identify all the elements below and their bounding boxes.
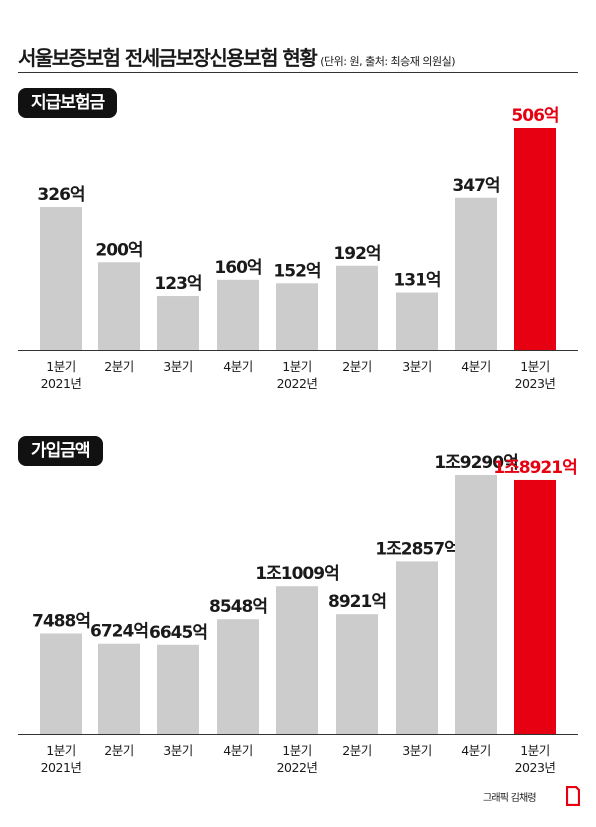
data-label: 326억	[37, 185, 84, 205]
bar	[157, 644, 199, 734]
bar	[98, 643, 140, 734]
bar	[514, 479, 556, 734]
main-title: 서울보증보험 전세금보장신용보험 현황	[18, 46, 318, 70]
x-tick-label: 1분기	[520, 743, 549, 758]
x-tick-label: 3분기	[402, 743, 431, 758]
x-tick-year-label: 2022년	[277, 760, 318, 775]
data-label: 8548억	[209, 597, 267, 617]
data-label: 8921억	[328, 592, 386, 612]
bar	[276, 586, 318, 734]
x-tick-label: 1분기	[46, 743, 75, 758]
data-label: 1조9290억	[434, 453, 517, 473]
red-corner-logo-icon	[566, 786, 580, 806]
subscription-bar-chart: 7488억 1분기 2021년 6724억 2분기 6645억 3분기 8548억 4분기 1조1…	[18, 453, 578, 775]
x-tick-label: 2분기	[342, 359, 371, 374]
x-tick-label: 1분기	[520, 359, 549, 374]
chart-header: 서울보증보험 전세금보장신용보험 현황 (단위: 원, 출처: 최승재 의원실)	[18, 42, 456, 71]
x-tick-label: 1분기	[46, 359, 75, 374]
x-tick-label: 3분기	[163, 359, 192, 374]
data-label: 6724억	[90, 622, 148, 642]
bar	[98, 262, 140, 350]
data-label: 131억	[393, 271, 440, 291]
x-tick-year-label: 2022년	[277, 376, 318, 391]
title-divider	[18, 72, 578, 73]
data-label: 123억	[154, 274, 201, 294]
bar	[455, 475, 497, 734]
data-label: 6645억	[149, 623, 207, 643]
bar	[276, 283, 318, 350]
claims-bar-chart: 326억 1분기 2021년 200억 2분기 123억 3분기 160억 4분기 152억 1분기…	[18, 106, 578, 391]
x-tick-year-label: 2023년	[515, 760, 556, 775]
bar	[396, 292, 438, 350]
x-tick-label: 2분기	[104, 743, 133, 758]
graphic-credit: 그래픽 김채령	[483, 793, 537, 804]
x-tick-label: 2분기	[342, 743, 371, 758]
x-tick-year-label: 2023년	[515, 376, 556, 391]
data-label: 7488억	[32, 611, 90, 631]
data-label: 1조2857억	[375, 539, 458, 559]
bar	[40, 633, 82, 734]
bar	[217, 619, 259, 734]
bar	[217, 279, 259, 350]
x-tick-label: 4분기	[461, 743, 490, 758]
x-tick-label: 4분기	[223, 743, 252, 758]
x-tick-year-label: 2021년	[41, 376, 82, 391]
x-tick-label: 2분기	[104, 359, 133, 374]
bar	[40, 206, 82, 350]
bar	[396, 561, 438, 734]
x-tick-label: 3분기	[402, 359, 431, 374]
bar	[455, 197, 497, 350]
x-tick-year-label: 2021년	[41, 760, 82, 775]
data-label: 1조8921억	[493, 458, 576, 478]
x-tick-label: 3분기	[163, 743, 192, 758]
data-label: 200억	[95, 240, 142, 260]
section-label-claims: 지급보험금	[18, 88, 118, 118]
x-tick-label: 4분기	[223, 359, 252, 374]
bar	[336, 265, 378, 350]
x-tick-label: 1분기	[282, 743, 311, 758]
source-note: (단위: 원, 출처: 최승재 의원실)	[320, 55, 456, 68]
data-label: 160억	[214, 258, 261, 278]
data-label: 347억	[452, 176, 499, 196]
x-tick-label: 1분기	[282, 359, 311, 374]
data-label: 506억	[511, 106, 558, 126]
data-label: 1조1009억	[255, 564, 338, 584]
bar	[157, 296, 199, 350]
bar	[336, 614, 378, 734]
data-label: 192억	[333, 244, 380, 264]
bar	[514, 128, 556, 350]
section-label-subscription: 가입금액	[18, 436, 103, 466]
x-tick-label: 4분기	[461, 359, 490, 374]
data-label: 152억	[273, 261, 320, 281]
